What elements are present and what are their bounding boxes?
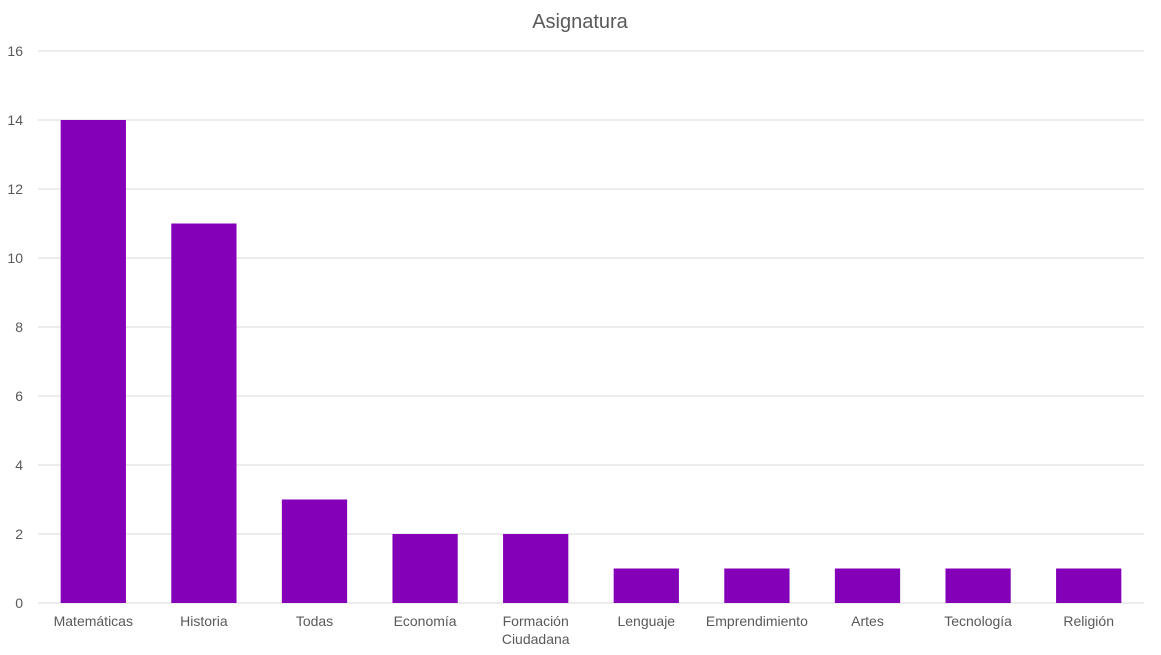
x-tick-label: Religión: [1063, 613, 1114, 629]
x-tick-label: Historia: [180, 613, 228, 629]
bars: [60, 120, 1122, 603]
y-tick-label: 4: [15, 457, 23, 473]
x-tick-label: Matemáticas: [54, 613, 133, 629]
y-tick-label: 12: [7, 181, 23, 197]
x-tick-label: Todas: [296, 613, 333, 629]
x-tick-label: Tecnología: [944, 613, 1012, 629]
x-axis-ticks: Matemáticas Historia Todas Economía Formació…: [54, 613, 1114, 647]
bar-6: [724, 568, 790, 603]
bar-4: [503, 534, 569, 603]
y-tick-label: 14: [7, 112, 23, 128]
y-tick-label: 8: [15, 319, 23, 335]
y-tick-label: 10: [7, 250, 23, 266]
y-tick-label: 0: [15, 595, 23, 611]
bar-8: [945, 568, 1011, 603]
x-tick-label: Economía: [394, 613, 457, 629]
y-tick-label: 6: [15, 388, 23, 404]
bar-7: [834, 568, 901, 603]
x-tick-label: Formación Ciudadana: [502, 613, 570, 647]
y-axis-ticks: 0 2 4 6 8 10 12 14 16: [7, 43, 23, 611]
bar-3: [392, 534, 458, 603]
bar-5: [613, 568, 679, 603]
bar-1: [171, 223, 237, 603]
x-tick-label: Lenguaje: [617, 613, 675, 629]
bar-0: [60, 120, 126, 603]
y-tick-label: 16: [7, 43, 23, 59]
x-tick-label: Artes: [851, 613, 884, 629]
y-tick-label: 2: [15, 526, 23, 542]
chart-title: Asignatura: [532, 11, 628, 33]
bar-9: [1056, 568, 1122, 603]
bar-2: [281, 499, 348, 603]
x-tick-label: Emprendimiento: [706, 613, 808, 629]
